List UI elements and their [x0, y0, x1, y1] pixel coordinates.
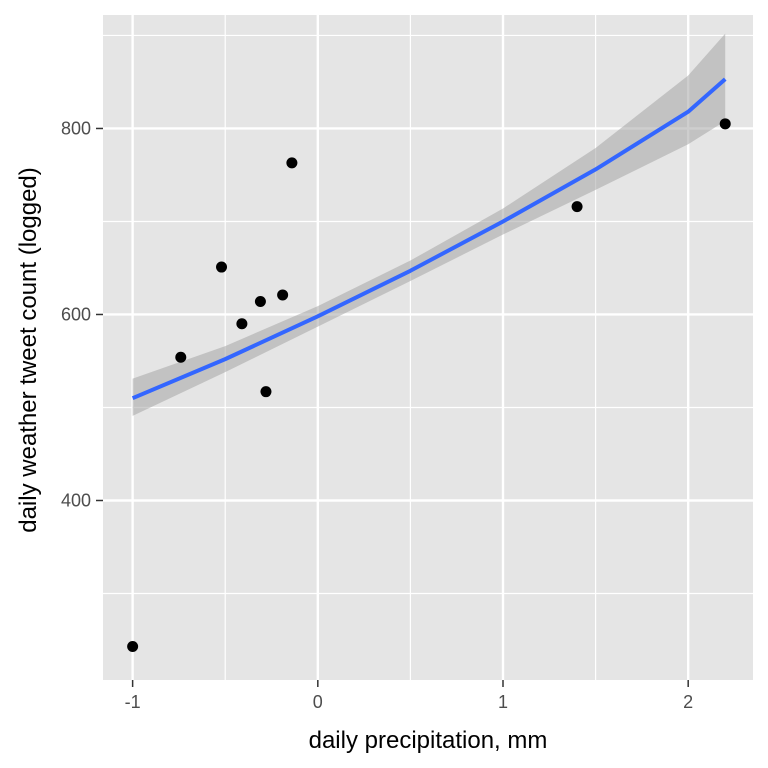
data-point	[719, 118, 731, 130]
data-point	[254, 295, 266, 307]
x-tick-label: 0	[313, 692, 323, 712]
data-point	[175, 351, 187, 363]
y-tick-label: 600	[61, 304, 91, 324]
x-tick-label: -1	[125, 692, 141, 712]
x-axis-title: daily precipitation, mm	[309, 727, 548, 754]
x-tick-label: 2	[683, 692, 693, 712]
fit-line	[131, 77, 727, 401]
y-tick-label: 800	[61, 118, 91, 138]
data-point	[236, 318, 248, 330]
confidence-band	[132, 33, 726, 416]
axis-ticks: -1 0 1 2 400 600 800	[61, 118, 693, 712]
y-axis-title: daily weather tweet count (logged)	[15, 167, 42, 533]
data-point	[571, 201, 583, 213]
confidence-band-area	[132, 33, 726, 416]
fit-line-layer	[131, 77, 727, 401]
x-tick-label: 1	[498, 692, 508, 712]
data-point	[260, 386, 272, 398]
data-point	[216, 261, 228, 273]
data-point	[286, 157, 298, 169]
data-point	[277, 289, 289, 301]
grid-lines	[103, 15, 753, 680]
y-tick-label: 400	[61, 490, 91, 510]
data-point	[127, 641, 139, 653]
data-points	[127, 118, 731, 653]
